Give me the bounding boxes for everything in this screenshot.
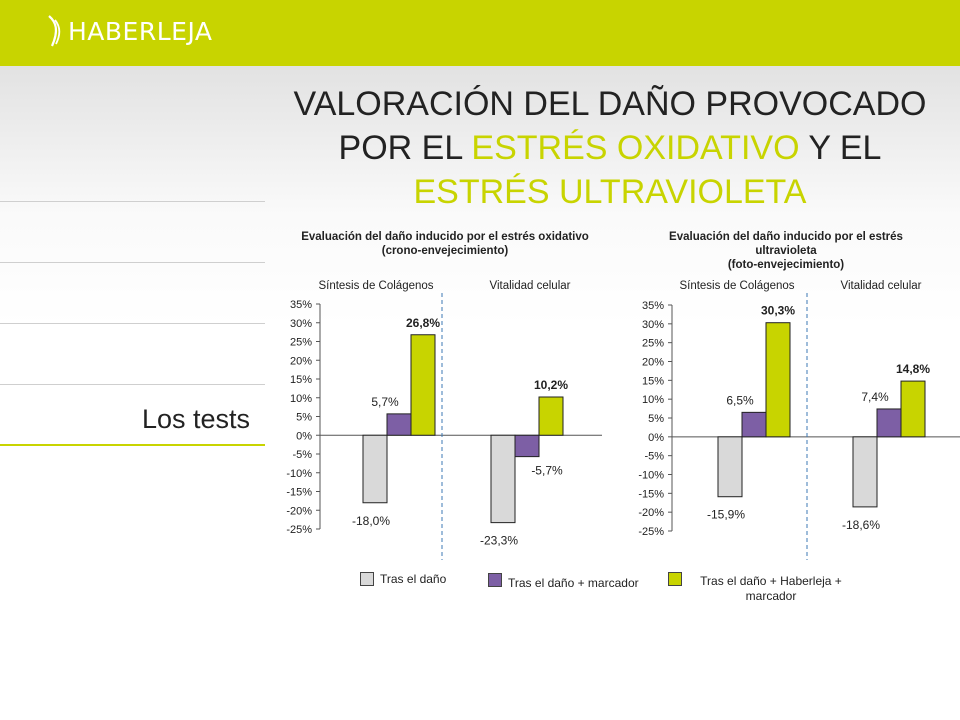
legend-label: Tras el daño + marcador [508,576,639,590]
chart-title-line: ultravioleta [755,245,817,257]
data-label: -15,9% [707,508,745,522]
chart-title-line: (crono-envejecimiento) [382,245,509,257]
bar [717,436,743,498]
chart-title-line: (foto-envejecimiento) [728,259,844,271]
title-highlight2: ESTRÉS ULTRAVIOLETA [413,173,807,211]
y-tick-label: -20% [286,505,312,517]
title-part2: Y EL [799,129,882,167]
data-label: 10,2% [534,378,568,392]
top-banner [0,0,960,66]
y-tick-label: -15% [286,487,312,499]
bar [514,434,540,458]
y-tick-label: 20% [290,355,312,367]
y-tick-label: 10% [290,393,312,405]
y-tick-label: -20% [638,507,664,519]
y-tick-label: 0% [296,430,312,442]
bar [538,396,564,436]
y-tick-label: -15% [638,488,664,500]
title-highlight1: ESTRÉS OXIDATIVO [471,129,800,167]
y-tick-label: 30% [642,319,664,331]
data-label: 26,8% [406,316,440,330]
y-tick-label: 25% [642,338,664,350]
legend-swatch-purple [488,573,502,587]
y-tick-label: -25% [286,524,312,536]
chart-title-line: Evaluación del daño inducido por el estr… [301,231,589,243]
chart-title-line: Evaluación del daño inducido por el estr… [669,231,903,243]
legend-swatch-gray [360,572,374,586]
y-tick-label: 5% [648,413,664,425]
bar [490,434,516,524]
y-tick-label: 15% [290,374,312,386]
bar [362,434,388,504]
data-label: 6,5% [726,393,754,407]
charts-canvas: Evaluación del daño inducido por el estr… [286,231,960,560]
bar [852,436,878,508]
sidebar-divider [0,323,265,324]
bar [386,413,412,436]
legend-item-damage: Tras el daño [360,572,446,586]
category-header: Vitalidad celular [841,280,922,292]
data-label: -18,0% [352,514,390,528]
brand-name: HABERLEJA [68,16,213,46]
y-tick-label: -10% [638,470,664,482]
legend-swatch-green [668,572,682,586]
brand-logo: HABERLEJA [46,14,212,48]
data-label: 7,4% [861,390,889,404]
sidebar-divider [0,262,265,263]
y-tick-label: 35% [290,299,312,311]
bar [876,408,902,438]
legend-item-haberleja: Tras el daño + Haberleja + marcador [668,572,858,604]
data-label: -23,3% [480,534,518,548]
sidebar-label: Los tests [142,404,251,434]
sidebar-divider [0,201,265,202]
legend-item-marker: Tras el daño + marcador [488,573,639,590]
bar [765,322,791,438]
y-tick-label: -25% [638,526,664,538]
data-label: 5,7% [371,395,399,409]
y-tick-label: 35% [642,300,664,312]
sidebar-active-underline [0,444,265,446]
y-tick-label: 10% [642,394,664,406]
y-tick-label: -5% [644,451,664,463]
title-part1: VALORACIÓN DEL DAÑO PROVOCADO POR EL [293,85,927,167]
category-header: Vitalidad celular [490,280,571,292]
category-header: Síntesis de Colágenos [318,280,433,292]
sidebar-divider [0,384,265,385]
category-header: Síntesis de Colágenos [679,280,794,292]
bar [410,334,436,436]
legend-label: Tras el daño [380,572,447,586]
legend-label: Tras el daño + Haberleja + marcador [700,574,842,603]
data-label: 14,8% [896,362,930,376]
y-tick-label: 15% [642,375,664,387]
slide-title: VALORACIÓN DEL DAÑO PROVOCADO POR EL EST… [270,82,950,214]
y-tick-label: 25% [290,337,312,349]
y-tick-label: 0% [648,432,664,444]
data-label: -18,6% [842,518,880,532]
bar [741,411,767,438]
data-label: 30,3% [761,304,795,318]
haberleja-leaf-icon [48,15,61,47]
y-tick-label: -10% [286,468,312,480]
data-label: -5,7% [531,464,563,478]
y-tick-label: 5% [296,412,312,424]
y-tick-label: 20% [642,357,664,369]
y-tick-label: -5% [292,449,312,461]
y-tick-label: 30% [290,318,312,330]
bar [900,380,926,438]
slide-background [0,66,960,656]
